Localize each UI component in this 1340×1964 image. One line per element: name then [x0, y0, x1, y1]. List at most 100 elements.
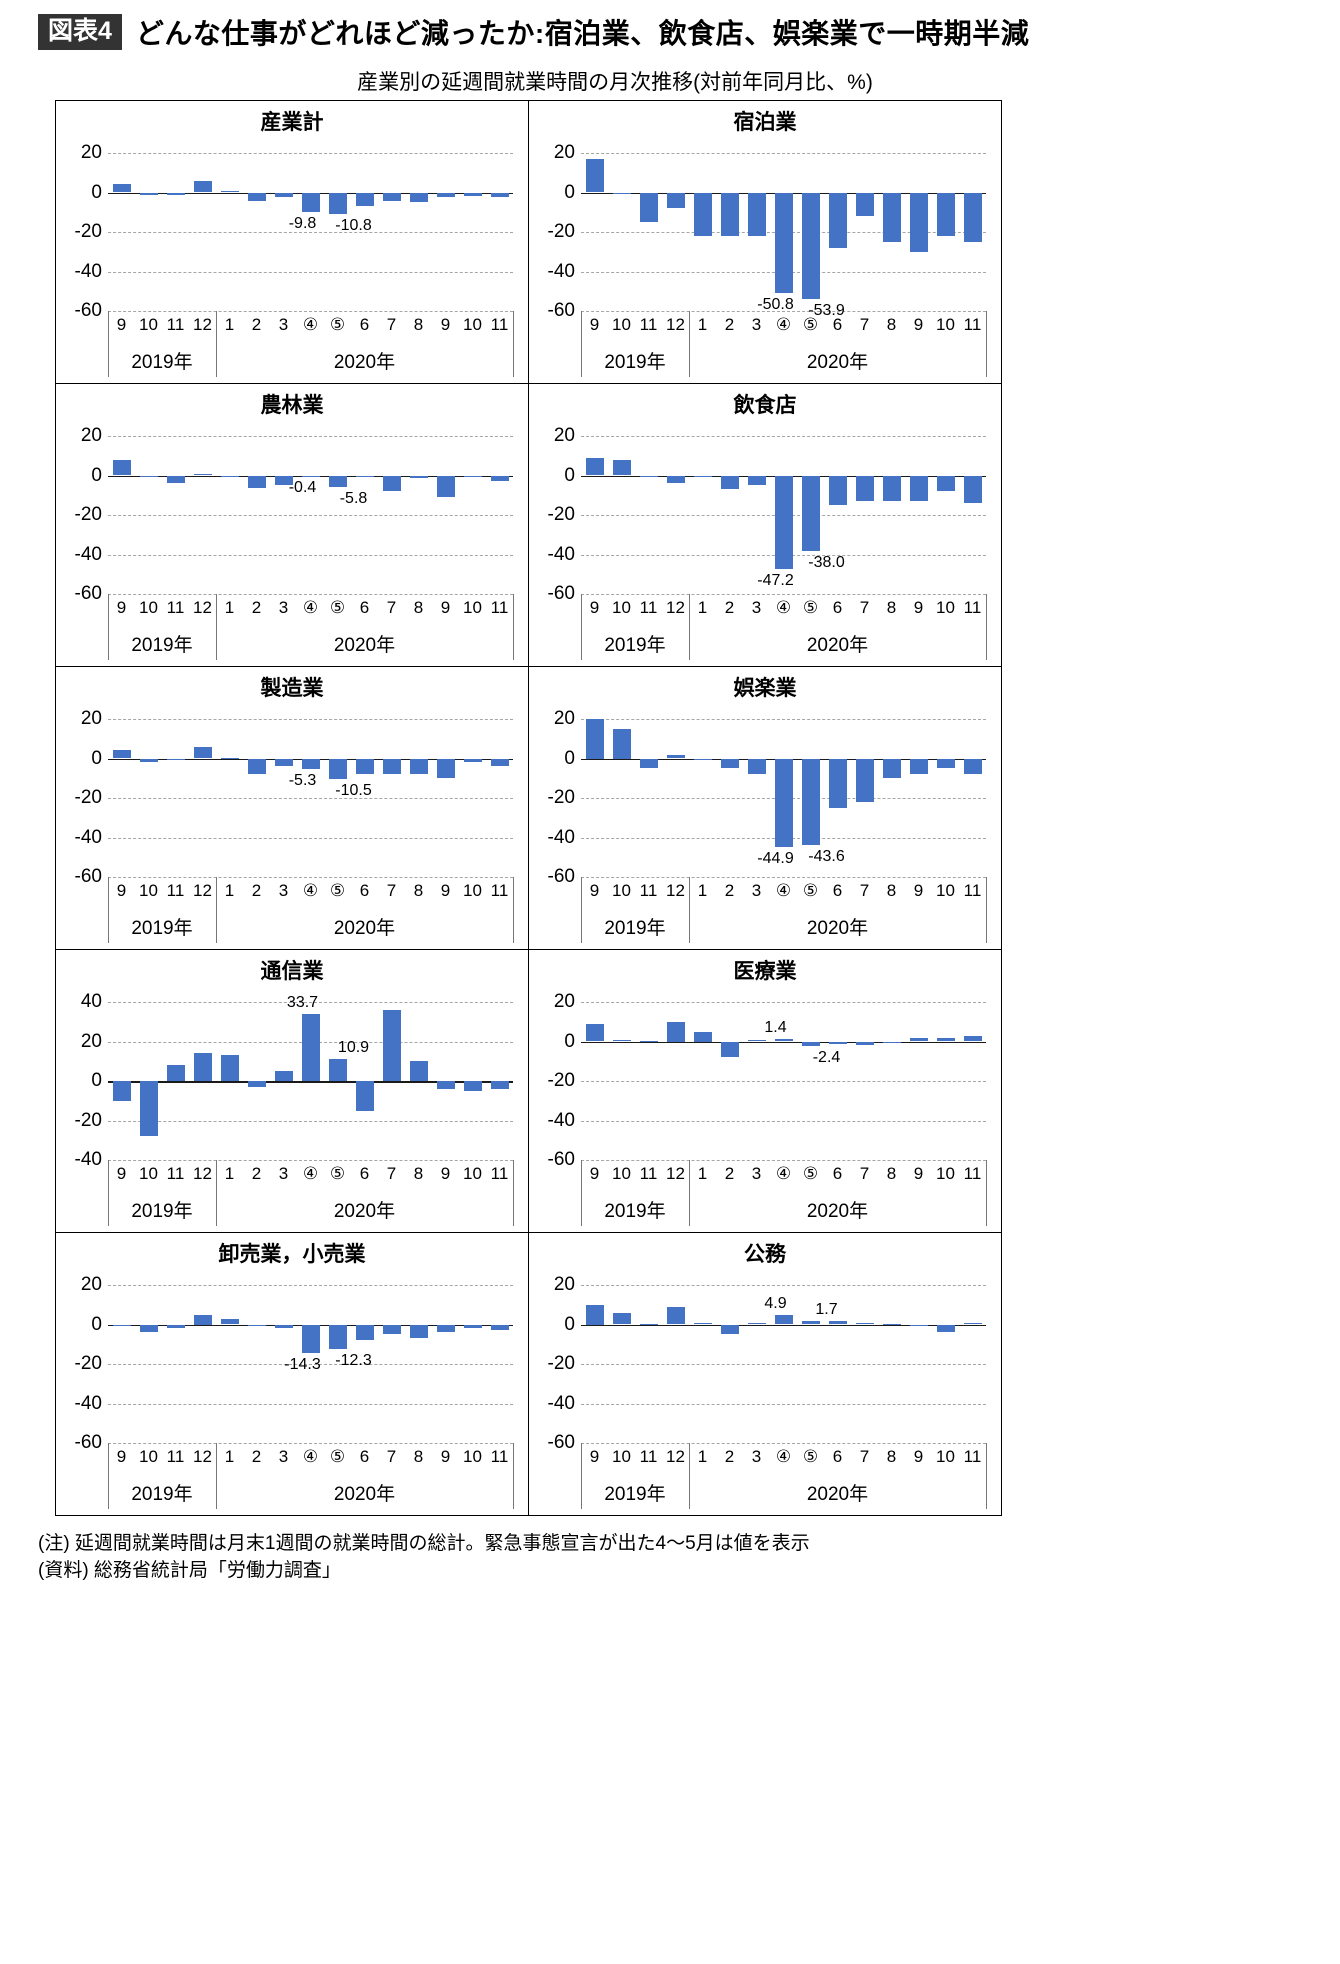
charts-grid: 産業計 20 0 -20 -40 -60 9 10 11 12 1 2 3 ④ ⑤ 6 7 8 9 10 11 2019年…	[55, 100, 1002, 1516]
month-label: 10	[936, 315, 955, 334]
y-tick-label: 0	[564, 464, 575, 486]
bar	[720, 1324, 739, 1335]
year-label-2020: 2020年	[333, 635, 396, 656]
value-label: 1.7	[815, 1301, 838, 1319]
chart-title: 娯楽業	[733, 677, 797, 700]
bar	[247, 1324, 266, 1327]
y-tick-label: -40	[74, 826, 102, 848]
gridline	[108, 1403, 513, 1405]
axis-separator	[689, 311, 690, 377]
month-label: 11	[166, 315, 185, 334]
bar	[666, 475, 685, 484]
month-label: 10	[139, 315, 158, 334]
month-label: ④	[775, 598, 792, 617]
axis-separator	[216, 1443, 217, 1509]
axis-separator	[689, 1443, 690, 1509]
bar	[639, 758, 658, 769]
month-label: ⑤	[802, 1164, 819, 1183]
year-label-2020: 2020年	[333, 918, 396, 939]
chart-wholesale-retail: 卸売業，小売業 20 0 -20 -40 -60 9 10 11 12 1 2 3 ④ ⑤ 6 7 8 9 10 11 2…	[56, 1233, 529, 1516]
month-label: 3	[278, 881, 289, 900]
month-label: 7	[386, 881, 397, 900]
month-label: 12	[666, 1164, 685, 1183]
bar	[409, 1061, 428, 1081]
gridline	[581, 594, 986, 595]
month-label: 12	[193, 315, 212, 334]
y-tick-label: -60	[547, 300, 575, 321]
y-tick-label: 20	[553, 1274, 575, 1295]
bar	[193, 746, 212, 759]
y-tick-label: -40	[74, 1392, 102, 1414]
gridline	[108, 271, 513, 273]
month-label: 11	[639, 598, 658, 617]
bar	[247, 758, 266, 775]
month-label: 11	[166, 1164, 185, 1183]
chart-title: 卸売業，小売業	[218, 1243, 366, 1266]
y-tick-label: 20	[553, 142, 575, 163]
y-tick-label: -20	[74, 221, 102, 242]
y-tick-label: -20	[547, 787, 575, 808]
month-label: ⑤	[802, 1447, 819, 1466]
month-label: 9	[589, 1447, 600, 1466]
month-label: 1	[224, 598, 235, 617]
bar	[436, 758, 455, 779]
month-label: ⑤	[802, 598, 819, 617]
month-label: 10	[612, 598, 631, 617]
year-label-2019: 2019年	[131, 352, 193, 373]
bar	[639, 1323, 658, 1325]
axis-separator	[513, 311, 514, 377]
zero-axis-line	[108, 1081, 513, 1083]
bar	[936, 758, 955, 769]
bar	[612, 728, 631, 759]
year-label-2020: 2020年	[806, 1484, 869, 1505]
month-label: 6	[832, 315, 843, 334]
bar	[301, 758, 320, 769]
y-tick-label: -40	[547, 826, 575, 848]
month-label: 9	[116, 315, 127, 334]
month-label: 1	[697, 315, 708, 334]
bar	[828, 1320, 847, 1325]
axis-separator	[108, 594, 109, 660]
bar	[463, 758, 482, 763]
month-label: 8	[886, 1447, 897, 1466]
month-label: 2	[724, 315, 735, 334]
y-tick-label: 20	[80, 1030, 102, 1052]
month-label: 10	[612, 1164, 631, 1183]
gridline	[108, 153, 513, 154]
bar	[909, 758, 928, 775]
month-label: 1	[697, 598, 708, 617]
month-label: 8	[413, 598, 424, 617]
bar	[139, 1081, 158, 1137]
month-label: ④	[302, 598, 319, 617]
bar	[328, 1059, 347, 1081]
y-tick-label: -40	[547, 1109, 575, 1131]
month-label: 9	[116, 1164, 127, 1183]
year-label-2020: 2020年	[806, 352, 869, 373]
month-label: 12	[193, 1164, 212, 1183]
gridline	[108, 1443, 513, 1444]
value-label: 10.9	[337, 1039, 370, 1057]
bar	[274, 475, 293, 486]
bar	[139, 475, 158, 477]
month-label: 11	[963, 598, 982, 617]
y-tick-label: -20	[74, 787, 102, 808]
y-tick-label: 0	[91, 747, 102, 769]
bar	[747, 758, 766, 775]
year-label-2020: 2020年	[333, 1484, 396, 1505]
month-label: 10	[463, 1164, 482, 1183]
axis-separator	[108, 1443, 109, 1509]
bar	[963, 192, 982, 242]
bar	[220, 190, 239, 193]
bar	[247, 192, 266, 202]
bar	[355, 475, 374, 478]
bar	[382, 758, 401, 775]
y-tick-label: 0	[91, 181, 102, 203]
month-label: 11	[490, 1447, 509, 1466]
month-label: 3	[751, 1447, 762, 1466]
month-label: 10	[936, 598, 955, 617]
month-label: 9	[589, 598, 600, 617]
month-label: 9	[440, 881, 451, 900]
bar	[909, 475, 928, 502]
month-label: 6	[832, 598, 843, 617]
bar	[666, 754, 685, 759]
